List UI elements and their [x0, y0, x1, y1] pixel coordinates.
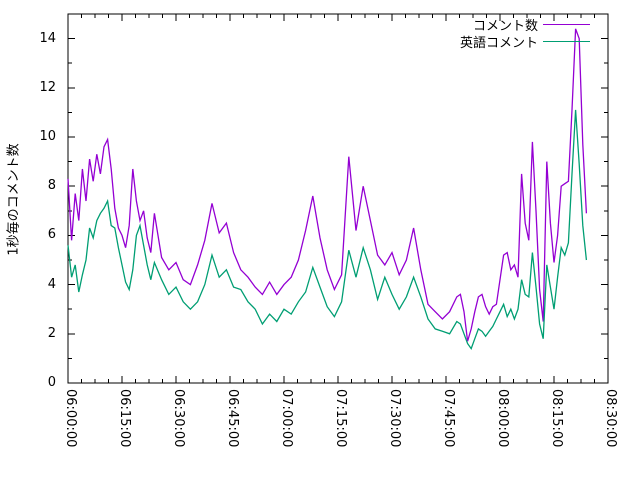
x-tick-label: 07:30:00: [387, 389, 402, 448]
legend-label-comments: コメント数: [472, 18, 538, 34]
legend-sample-line-comments: [543, 23, 590, 25]
legend-sample-line-english-comments: [543, 40, 590, 42]
y-tick-label: 2: [47, 325, 56, 341]
series-line-comments: [67, 28, 588, 342]
legend-item: 英語コメント: [459, 33, 590, 51]
x-tick-label: 08:15:00: [549, 389, 564, 448]
y-tick-label: 4: [47, 276, 56, 292]
y-tick-label: 6: [47, 227, 56, 243]
legend-label-english-comments: 英語コメント: [459, 35, 538, 51]
x-tick-label: 07:00:00: [279, 389, 294, 448]
x-tick-label: 06:00:00: [63, 389, 78, 448]
x-tick-label: 07:45:00: [441, 389, 456, 448]
x-tick-label: 07:15:00: [333, 389, 348, 448]
x-tick-label: 06:15:00: [117, 389, 132, 448]
y-tick-label: 14: [39, 30, 56, 46]
y-tick-label: 10: [39, 129, 56, 144]
legend-item: コメント数: [460, 16, 590, 34]
x-tick-label: 08:30:00: [603, 389, 618, 448]
y-tick-label: 8: [47, 178, 56, 194]
x-tick-label: 06:45:00: [225, 389, 240, 448]
x-tick-label: 06:30:00: [171, 389, 186, 448]
plot-border: [67, 13, 609, 384]
series-lines: [67, 28, 588, 350]
y-tick-label: 0: [47, 375, 56, 390]
y-tick-label: 12: [39, 79, 56, 95]
series-line-english-comments: [67, 109, 588, 350]
axes: [67, 13, 609, 384]
x-tick-label: 08:00:00: [495, 389, 510, 448]
legend: コメント数 英語コメント: [459, 16, 590, 51]
